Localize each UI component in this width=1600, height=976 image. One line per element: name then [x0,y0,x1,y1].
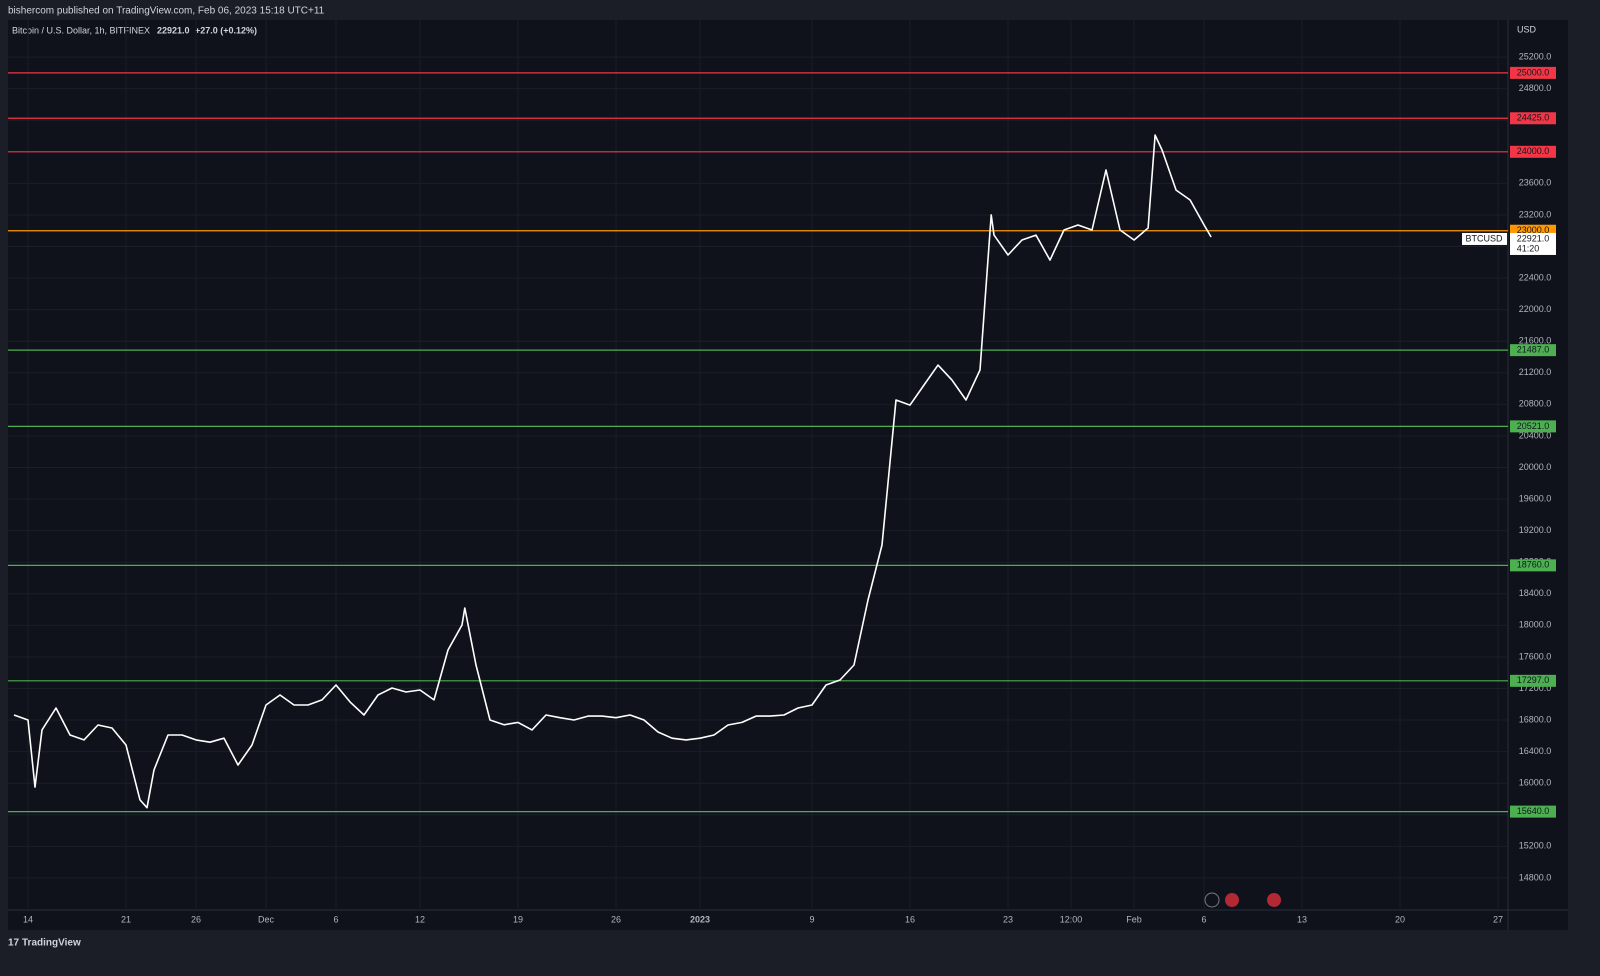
level-label: 20521.0 [1517,421,1550,431]
x-tick-label: 6 [1202,914,1207,924]
level-label: 15640.0 [1517,806,1550,816]
series-name: BTCUSD [1465,233,1503,243]
level-tag [1510,559,1556,572]
x-tick-label: Dec [258,914,275,924]
y-tick-label: 17600.0 [1519,651,1552,661]
logo-mark: 17 [8,938,20,949]
level-label: 21487.0 [1517,345,1550,355]
x-tick-label: 6 [334,914,339,924]
price-line [13,134,1212,809]
x-tick-label: 26 [611,914,621,924]
y-tick-label: 17200.0 [1519,683,1552,693]
y-tick-label: 20400.0 [1519,430,1552,440]
footer-logo[interactable]: TradingView [22,938,81,949]
y-tick-label: 19600.0 [1519,493,1552,503]
icon [1204,892,1220,908]
level-label: 17297.0 [1517,675,1550,685]
level-label: 24425.0 [1517,113,1550,123]
x-tick-label: 27 [1493,914,1503,924]
legend-change: +27.0 (+0.12%) [195,25,257,35]
level-label: 18760.0 [1517,560,1550,570]
y-tick-label: 16000.0 [1519,778,1552,788]
y-tick-label: 16800.0 [1519,714,1552,724]
level-tag [1510,344,1556,357]
series-tag [1462,232,1507,245]
x-tick-label: 12 [415,914,425,924]
y-tick-label: 24800.0 [1519,83,1552,93]
y-tick-label: 21200.0 [1519,367,1552,377]
price-tag [1510,232,1556,255]
x-tick-label: 13 [1297,914,1307,924]
plot-bg [8,20,1568,930]
icon [1267,893,1281,907]
y-tick-label: 14800.0 [1519,872,1552,882]
y-tick-label: 22400.0 [1519,272,1552,282]
level-tag [1510,420,1556,433]
price-tag-label: 22921.0 [1517,233,1550,243]
level-label: 25000.0 [1517,67,1550,77]
x-tick-label: 23 [1003,914,1013,924]
y-tick-label: 23200.0 [1519,209,1552,219]
x-tick-label: 19 [513,914,523,924]
y-tick-label: 20800.0 [1519,399,1552,409]
toolbar-icons [1204,892,1281,908]
level-tag [1510,66,1556,79]
y-tick-label: 23600.0 [1519,178,1552,188]
x-tick-label: 21 [121,914,131,924]
y-tick-label: 19200.0 [1519,525,1552,535]
x-tick-label: 9 [810,914,815,924]
level-label: 23000.0 [1517,225,1550,235]
level-tag [1510,674,1556,687]
x-tick-label: 26 [191,914,201,924]
currency: USD [1517,24,1537,34]
x-tick-label: 14 [23,914,33,924]
y-tick-label: 25200.0 [1519,51,1552,61]
level-tag [1510,112,1556,125]
countdown: 41:20 [1517,243,1540,253]
level-label: 24000.0 [1517,146,1550,156]
y-tick-label: 22000.0 [1519,304,1552,314]
x-tick-label: 20 [1395,914,1405,924]
x-tick-label: 2023 [690,914,710,924]
level-tag [1510,145,1556,158]
y-tick-label: 18400.0 [1519,588,1552,598]
x-tick-label: Feb [1126,914,1142,924]
level-tag [1510,805,1556,818]
y-tick-label: 20000.0 [1519,462,1552,472]
chart-title: Bitcoin / U.S. Dollar, 1h, BITFINEX [12,25,150,35]
icon [1225,893,1239,907]
legend-price: 22921.0 [157,25,190,35]
x-tick-label: 12:00 [1060,914,1083,924]
y-tick-label: 15200.0 [1519,841,1552,851]
y-tick-label: 18000.0 [1519,620,1552,630]
y-tick-label: 16400.0 [1519,746,1552,756]
header: bishercom published on TradingView.com, … [8,6,325,17]
x-tick-label: 16 [905,914,915,924]
y-tick-label: 21600.0 [1519,336,1552,346]
